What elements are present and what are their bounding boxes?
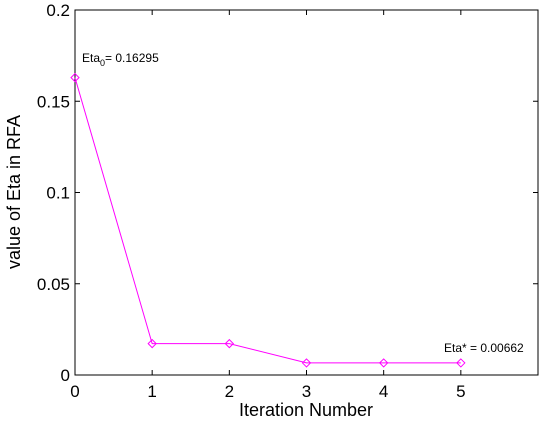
series-group xyxy=(70,72,466,368)
x-tick-label: 3 xyxy=(302,382,311,401)
annotation-eta0: Eta0= 0.16295 xyxy=(82,51,159,68)
annotation-eta0-value: = 0.16295 xyxy=(105,51,159,65)
annotation-eta-star: Eta* = 0.00662 xyxy=(444,341,524,355)
x-tick-label: 5 xyxy=(456,382,465,401)
data-point-marker xyxy=(301,358,312,368)
y-tick-label: 0 xyxy=(61,366,70,385)
y-tick-label: 0.05 xyxy=(37,275,70,294)
y-tick-label: 0.2 xyxy=(46,1,70,20)
data-point-marker xyxy=(224,338,235,349)
y-tick-label: 0.1 xyxy=(46,184,70,203)
y-axis-title: value of Eta in RFA xyxy=(4,115,24,269)
data-point-marker xyxy=(378,358,389,368)
x-tick-label: 0 xyxy=(70,382,79,401)
x-tick-label: 2 xyxy=(225,382,234,401)
data-point-marker xyxy=(456,358,466,368)
annotation-eta0-prefix: Eta xyxy=(82,51,100,65)
plot-area xyxy=(74,9,539,376)
x-axis-title: Iteration Number xyxy=(239,400,373,420)
x-tick-label: 1 xyxy=(147,382,156,401)
y-tick-label: 0.15 xyxy=(37,92,70,111)
annotation-eta0-subscript: 0 xyxy=(100,58,105,68)
data-point-marker xyxy=(147,338,157,349)
series-line xyxy=(74,77,461,364)
ticks-group: 0 1 2 3 4 5 0 0.05 0.1 0.15 0.2 xyxy=(37,1,538,401)
x-tick-label: 4 xyxy=(379,382,388,401)
data-point-marker xyxy=(70,72,80,83)
